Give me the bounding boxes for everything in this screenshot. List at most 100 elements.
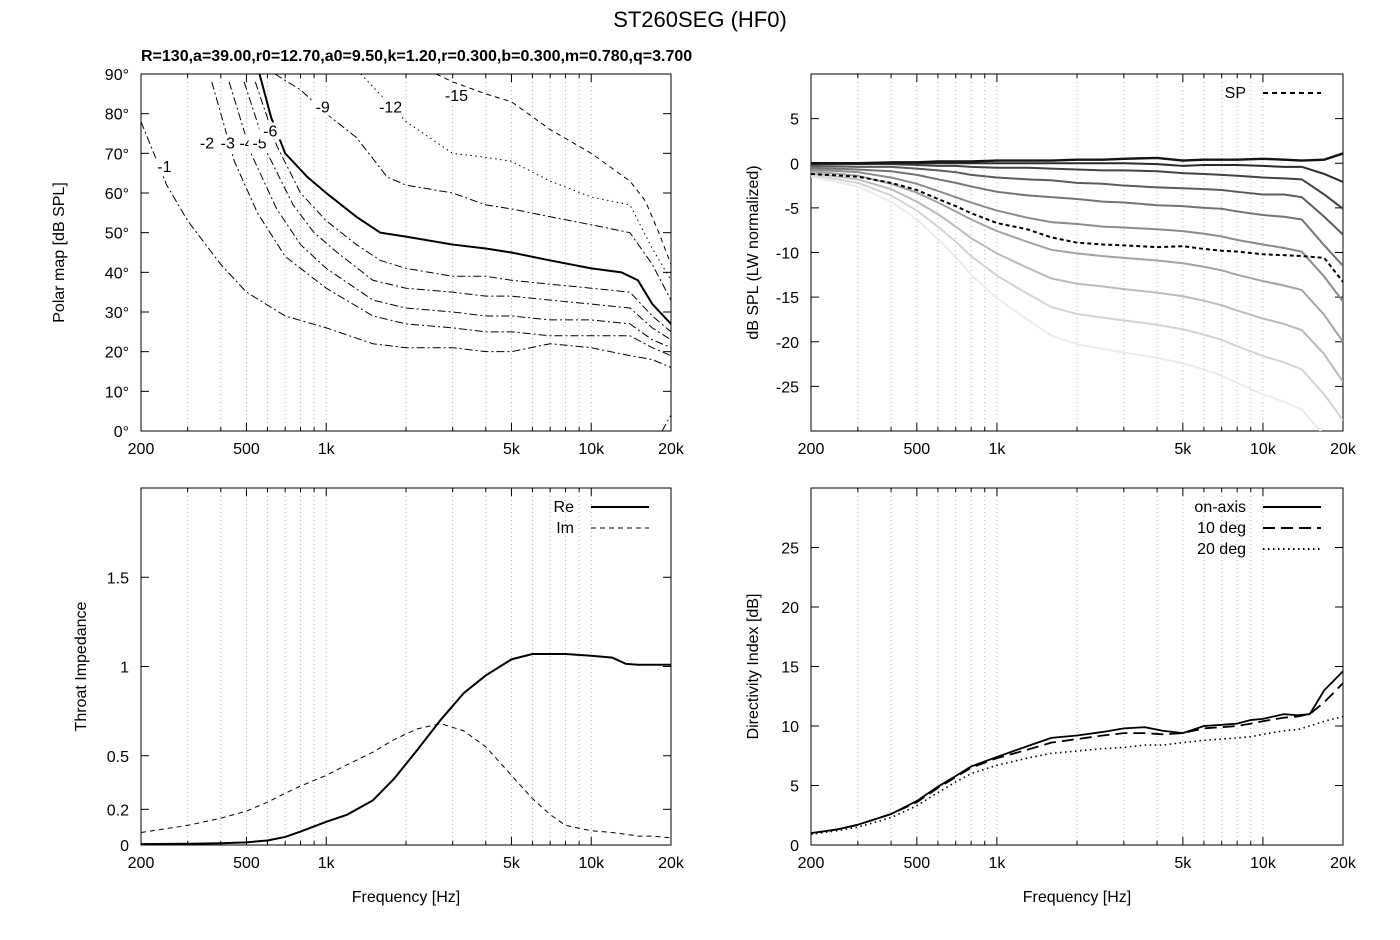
di-line-10-deg bbox=[811, 682, 1343, 834]
spl-offaxis-line bbox=[811, 170, 1343, 343]
spl-x-tick-label: 10k bbox=[1250, 441, 1277, 458]
spl-offaxis-line bbox=[811, 172, 1343, 383]
contour-line bbox=[141, 121, 671, 368]
spl-y-tick-label: -25 bbox=[776, 379, 799, 396]
spl-y-tick-label: -20 bbox=[776, 335, 799, 352]
di-y-tick-label: 15 bbox=[781, 660, 799, 677]
polar-y-tick-label: 70° bbox=[105, 146, 129, 163]
di-minor-ticks bbox=[857, 488, 1264, 845]
contour-label: -1 bbox=[157, 159, 171, 176]
spl-x-tick-label: 500 bbox=[904, 441, 931, 458]
di-legend-label: 20 deg bbox=[1197, 541, 1246, 558]
impedance-x-tick-label: 200 bbox=[128, 855, 155, 872]
polar-map-chart: 200 500 1k 5k 10k 20k 0° 10° 20° 30° 40° 50° 60° 70° 8… bbox=[51, 67, 685, 458]
polar-x-tick-label: 500 bbox=[233, 441, 260, 458]
di-y-tick-label: 0 bbox=[790, 838, 799, 855]
impedance-y-tick-label: 0 bbox=[120, 838, 129, 855]
contour-label: -12 bbox=[379, 100, 402, 117]
di-x-tick-label: 10k bbox=[1250, 855, 1277, 872]
spl-sound-power-line bbox=[811, 172, 1343, 283]
impedance-x-tick-label: 500 bbox=[233, 855, 260, 872]
polar-plot-frame bbox=[140, 73, 672, 432]
contour-line bbox=[360, 74, 671, 281]
contour-label-bg bbox=[259, 122, 282, 140]
di-legend-label: on-axis bbox=[1194, 499, 1246, 516]
di-x-axis-label: Frequency [Hz] bbox=[1023, 889, 1131, 906]
di-x-tick-label: 5k bbox=[1174, 855, 1192, 872]
impedance-plot-frame bbox=[140, 487, 672, 846]
contour-line bbox=[254, 81, 671, 333]
impedance-x-tick-label: 20k bbox=[658, 855, 685, 872]
polar-x-tick-label: 1k bbox=[318, 441, 336, 458]
di-x-tick-label: 200 bbox=[798, 855, 825, 872]
contour-line-edge bbox=[661, 414, 671, 431]
impedance-y-tick-label: 0.2 bbox=[107, 802, 129, 819]
spl-y-tick-label: 0 bbox=[790, 156, 799, 173]
polar-y-tick-label: 30° bbox=[105, 305, 129, 322]
contour-line bbox=[258, 74, 671, 325]
spl-legend-label: SP bbox=[1225, 85, 1246, 102]
polar-y-axis-label: Polar map [dB SPL] bbox=[51, 182, 68, 323]
contour-label-bg bbox=[196, 134, 219, 152]
di-y-tick-label: 5 bbox=[790, 779, 799, 796]
impedance-x-tick-label: 1k bbox=[318, 855, 336, 872]
spl-y-tick-label: 5 bbox=[790, 112, 799, 129]
polar-x-tick-label: 5k bbox=[503, 441, 521, 458]
contour-line bbox=[243, 81, 671, 341]
figure-subtitle: R=130,a=39.00,r0=12.70,a0=9.50,k=1.20,r=… bbox=[141, 48, 692, 65]
impedance-x-tick-label: 10k bbox=[578, 855, 605, 872]
impedance-re-line bbox=[141, 653, 671, 845]
spl-offaxis-line bbox=[811, 163, 1343, 210]
spl-offaxis-line bbox=[811, 173, 1343, 421]
di-plot-frame bbox=[810, 487, 1344, 846]
spl-chart: 200 500 1k 5k 10k 20k -25 -20 -15 -10 -5 0 5 dB SPL (… bbox=[745, 73, 1357, 458]
contour-label: -9 bbox=[316, 100, 330, 117]
contour-label: -2 bbox=[200, 135, 214, 152]
polar-y-tick-label: 90° bbox=[105, 67, 129, 84]
impedance-y-tick-label: 1.5 bbox=[107, 570, 129, 587]
spl-x-tick-label: 1k bbox=[988, 441, 1006, 458]
polar-y-tick-label: 80° bbox=[105, 107, 129, 124]
contour-label-bg bbox=[445, 86, 468, 104]
di-y-tick-label: 10 bbox=[781, 719, 799, 736]
impedance-y-axis-label: Throat Impedance bbox=[73, 601, 90, 731]
impedance-x-tick-label: 5k bbox=[503, 855, 521, 872]
contour-label: -15 bbox=[445, 88, 468, 105]
spl-offaxis-line bbox=[811, 162, 1343, 183]
contour-label-bg bbox=[153, 158, 176, 176]
di-y-tick-label: 25 bbox=[781, 541, 799, 558]
contour-line bbox=[228, 81, 671, 349]
polar-x-tick-label: 200 bbox=[128, 441, 155, 458]
spl-offaxis-line bbox=[811, 152, 1343, 165]
spl-x-tick-label: 5k bbox=[1174, 441, 1192, 458]
polar-y-tick-label: 20° bbox=[105, 345, 129, 362]
spl-plot-frame bbox=[810, 73, 1344, 432]
impedance-minor-ticks bbox=[187, 488, 592, 845]
spl-y-tick-label: -10 bbox=[776, 246, 799, 263]
spl-offaxis-line bbox=[811, 175, 1322, 431]
contour-label-bg bbox=[216, 134, 239, 152]
di-x-tick-label: 500 bbox=[904, 855, 931, 872]
impedance-legend-label: Im bbox=[556, 520, 574, 537]
impedance-y-tick-label: 1 bbox=[120, 660, 129, 677]
polar-plot-area bbox=[141, 74, 671, 431]
impedance-im-line bbox=[141, 723, 671, 839]
contour-label: -5 bbox=[252, 135, 266, 152]
contour-label-bg bbox=[311, 98, 334, 116]
contour-line bbox=[211, 81, 671, 357]
di-legend-label: 10 deg bbox=[1197, 520, 1246, 537]
contour-label-bg bbox=[379, 98, 402, 116]
spl-y-axis-label: dB SPL (LW normalized) bbox=[745, 165, 762, 339]
impedance-y-tick-label: 0.5 bbox=[107, 749, 129, 766]
spl-plot-area bbox=[811, 152, 1343, 431]
polar-y-tick-label: 60° bbox=[105, 186, 129, 203]
figure-title: ST260SEG (HF0) bbox=[613, 7, 787, 32]
di-y-tick-label: 20 bbox=[781, 600, 799, 617]
spl-y-tick-label: -5 bbox=[785, 201, 799, 218]
polar-y-tick-label: 10° bbox=[105, 384, 129, 401]
spl-minor-ticks bbox=[857, 74, 1264, 431]
throat-impedance-chart: 200 500 1k 5k 10k 20k 0 0.2 0.5 1 1.5 Throat Impeda… bbox=[73, 487, 685, 906]
contour-label: -3 bbox=[221, 135, 235, 152]
